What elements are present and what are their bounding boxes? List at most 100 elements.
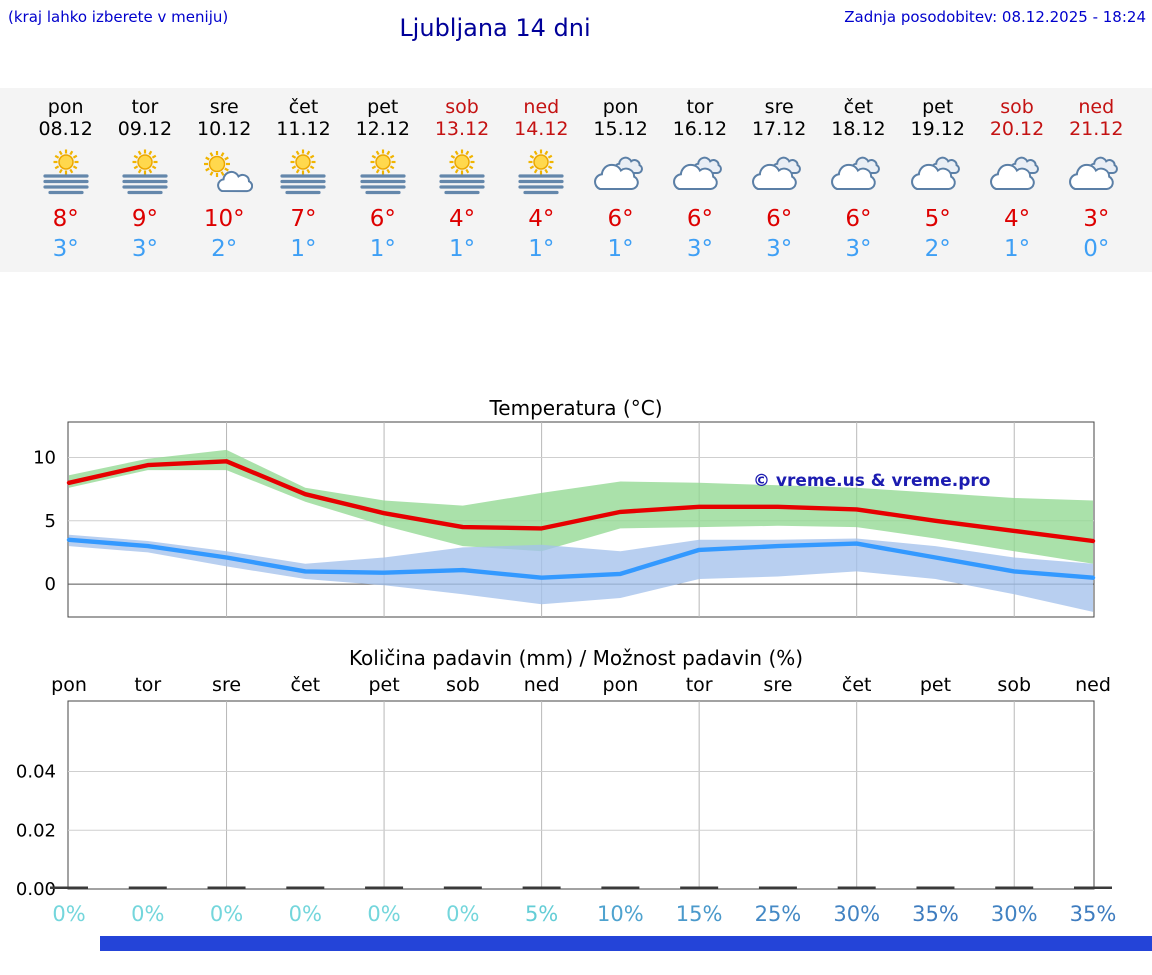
temperature-chart: 0 5 10 © vreme.us & vreme.pro [33,421,1096,618]
temp-y-tick-label: 10 [33,447,56,468]
cloudy-icon [581,144,660,200]
forecast-day-16.12[interactable]: tor 16.12 6° 3° [660,96,739,262]
day-date: 10.12 [197,118,252,140]
menu-hint-label: (kraj lahko izberete v meniju) [8,8,229,26]
sun-cloud-icon [185,144,264,200]
precip-y-tick-label: 0.04 [16,762,56,783]
forecast-day-20.12[interactable]: sob 20.12 4° 1° [977,96,1056,262]
day-name: sre [209,96,239,118]
precip-probability-label: 0% [367,902,401,926]
forecast-day-12.12[interactable]: pet 12.12 6° 1° [343,96,422,262]
low-temp: 0° [1083,236,1110,262]
forecast-day-09.12[interactable]: tor 09.12 9° 3° [105,96,184,262]
high-temp: 5° [924,206,951,232]
precip-probability-label: 35% [912,902,959,926]
cloudy-icon [660,144,739,200]
day-name: tor [131,96,159,118]
precip-day-label: pet [368,674,400,696]
precip-probability-label: 25% [754,902,802,926]
cloudy-icon [898,144,977,200]
low-temp: 3° [131,236,158,262]
sun-fog-icon [105,144,184,200]
low-temp: 1° [290,236,317,262]
forecast-day-21.12[interactable]: ned 21.12 3° 0° [1057,96,1136,262]
precip-day-label: sre [212,674,242,696]
low-temp: 2° [924,236,951,262]
day-date: 20.12 [989,118,1045,140]
day-date: 13.12 [434,118,490,140]
high-temp: 8° [52,206,79,232]
precip-probability-row: 0% 0% 0% 0% 0% 0% 5% 10% 15% 25% 30% 35% 30% 35% [0,902,1152,932]
forecast-day-11.12[interactable]: čet 11.12 7° 1° [264,96,343,262]
sun-fog-icon [26,144,105,200]
sun-fog-icon [422,144,501,200]
low-temp: 1° [448,236,476,262]
precip-bar [365,886,404,889]
cloudy-icon [819,144,898,200]
day-name: sob [1000,96,1034,118]
header: (kraj lahko izberete v meniju) Ljubljana… [0,0,1152,48]
precip-bar [128,886,167,889]
precip-bar [837,886,876,889]
high-temp: 7° [290,206,317,232]
forecast-day-08.12[interactable]: pon 08.12 8° 3° [26,96,105,262]
precip-bar [522,886,561,889]
precip-probability-label: 30% [833,902,881,926]
forecast-day-15.12[interactable]: pon 15.12 6° 1° [581,96,660,262]
forecast-strip: pon 08.12 8° 3° tor 09.12 9° 3° sre 10.12 10° 2° čet… [0,88,1152,272]
temp-y-tick-label: 0 [45,574,56,595]
day-name: ned [523,96,560,118]
forecast-day-14.12[interactable]: ned 14.12 4° 1° [502,96,581,262]
day-name: sob [445,96,479,118]
precip-day-labels-row: pon tor sre čet pet sob ned pon tor sre čet pet sob n… [0,674,1152,700]
day-date: 14.12 [514,118,569,140]
low-temp: 1° [369,236,396,262]
precip-bar [916,886,955,889]
precip-probability-label: 30% [990,902,1038,926]
day-name: tor [686,96,714,118]
sun-fog-icon [502,144,581,200]
day-date: 16.12 [672,118,728,140]
high-temp: 6° [686,206,713,232]
page-title: Ljubljana 14 dni [399,14,591,42]
precipitation-chart: 0.00 0.02 0.04 [16,700,1112,900]
high-temp: 9° [131,206,158,232]
high-temp: 3° [1083,206,1110,232]
day-name: pon [602,96,639,118]
precip-probability-label: 35% [1069,902,1117,926]
cloudy-icon [977,144,1056,200]
precip-probability-label: 0% [288,902,322,926]
day-name: pon [47,96,84,118]
cloudy-icon [1057,144,1136,200]
day-date: 11.12 [276,118,331,140]
day-date: 08.12 [38,118,93,140]
day-date: 18.12 [831,118,886,140]
precip-bar [207,886,246,889]
day-date: 15.12 [593,118,648,140]
forecast-day-19.12[interactable]: pet 19.12 5° 2° [898,96,977,262]
weather-forecast-page: (kraj lahko izberete v meniju) Ljubljana… [0,0,1152,951]
sun-fog-icon [343,144,422,200]
precip-day-label: sre [763,674,793,696]
forecast-day-18.12[interactable]: čet 18.12 6° 3° [819,96,898,262]
precip-probability-label: 0% [131,902,165,926]
precip-probability-label: 0% [209,902,244,926]
day-name: čet [288,96,319,118]
precip-probability-label: 0% [52,902,86,926]
day-date: 19.12 [910,118,965,140]
precip-bar [443,886,482,889]
precip-day-label: čet [841,674,872,696]
precip-day-label: pon [602,674,639,696]
precip-probability-label: 0% [446,902,480,926]
forecast-day-17.12[interactable]: sre 17.12 6° 3° [740,96,819,262]
low-temp: 3° [845,236,872,262]
last-update-label: Zadnja posodobitev: 08.12.2025 - 18:24 [844,8,1146,26]
day-name: pet [922,96,954,118]
forecast-day-10.12[interactable]: sre 10.12 10° 2° [185,96,264,262]
temperature-chart-title: Temperatura (°C) [489,396,663,420]
precip-bar [601,886,640,889]
precip-y-tick-label: 0.02 [16,820,56,841]
day-date: 17.12 [751,118,807,140]
forecast-day-13.12[interactable]: sob 13.12 4° 1° [422,96,501,262]
sun-fog-icon [264,144,343,200]
